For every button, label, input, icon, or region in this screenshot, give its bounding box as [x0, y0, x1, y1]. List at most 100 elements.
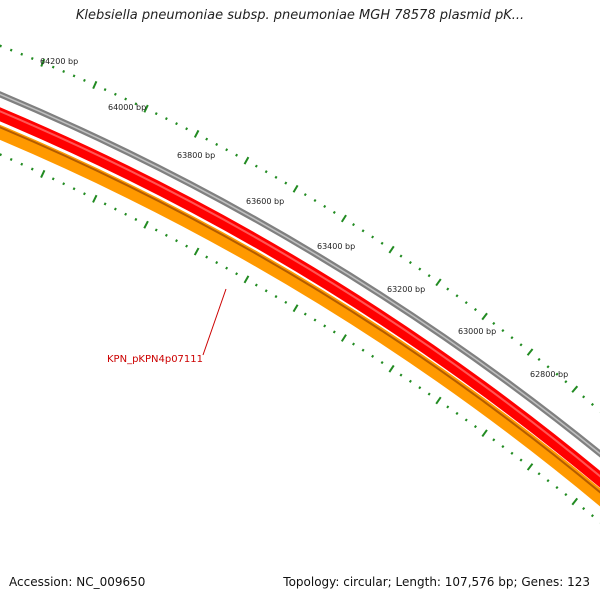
inner-tick-minor	[427, 392, 431, 396]
outer-tick-minor	[154, 112, 158, 116]
inner-tick-minor	[501, 445, 505, 449]
inner-tick-minor	[352, 342, 356, 346]
inner-tick-minor	[264, 289, 268, 293]
inner-tick-major	[193, 247, 200, 256]
inner-tick-minor	[555, 486, 559, 490]
outer-tick-major	[526, 348, 534, 356]
inner-tick-major	[481, 429, 488, 438]
backbone-highlight	[0, 93, 600, 455]
outer-tick-minor	[408, 260, 412, 265]
outer-tick-minor	[380, 241, 384, 245]
inner-tick-major	[143, 220, 149, 229]
inner-tick-minor	[175, 239, 178, 243]
outer-tick-minor	[175, 122, 178, 126]
outer-tick-minor	[446, 287, 450, 291]
topology-summary: Topology: circular; Length: 107,576 bp; …	[283, 575, 590, 589]
inner-tick-minor	[20, 162, 24, 166]
inner-tick-marks	[0, 153, 600, 524]
inner-tick-minor	[590, 514, 594, 518]
outer-tick-minor	[20, 52, 24, 56]
outer-tick-minor	[371, 235, 375, 239]
inner-tick-minor	[564, 492, 568, 497]
inner-tick-minor	[274, 295, 278, 299]
outer-tick-minor	[274, 175, 278, 179]
outer-tick-minor	[103, 88, 107, 92]
inner-tick-major	[571, 497, 579, 506]
outer-tick-minor	[352, 223, 356, 227]
reverse-strand-feature[interactable]	[0, 124, 600, 514]
tick-label: 63200 bp	[387, 285, 425, 294]
outer-tick-minor	[399, 254, 403, 258]
outer-tick-minor	[284, 181, 288, 185]
inner-tick-minor	[225, 266, 229, 270]
inner-tick-major	[40, 169, 46, 178]
inner-tick-minor	[371, 354, 375, 358]
outer-tick-minor	[185, 127, 189, 131]
outer-tick-minor	[519, 343, 523, 347]
gene-label-leader	[202, 288, 227, 356]
outer-tick-major	[388, 245, 395, 254]
inner-tick-minor	[313, 318, 317, 322]
outer-tick-minor	[555, 372, 559, 376]
inner-tick-minor	[537, 472, 541, 476]
outer-tick-major	[481, 312, 488, 321]
tick-label: 63000 bp	[458, 327, 496, 336]
inner-tick-minor	[332, 330, 336, 334]
outer-tick-minor	[323, 204, 327, 208]
inner-tick-minor	[582, 507, 586, 511]
inner-tick-minor	[408, 379, 412, 383]
outer-tick-minor	[361, 229, 365, 233]
inner-tick-minor	[124, 212, 128, 216]
inner-tick-minor	[546, 479, 550, 483]
tick-label: 62800 bp	[530, 370, 568, 379]
outer-tick-minor	[51, 65, 55, 69]
outer-tick-major	[193, 129, 200, 138]
outer-tick-minor	[0, 44, 2, 48]
outer-tick-minor	[501, 328, 505, 333]
inner-tick-minor	[446, 405, 450, 409]
inner-tick-major	[526, 463, 534, 471]
forward-strand-feature[interactable]	[0, 106, 600, 496]
accession-text: Accession: NC_009650	[9, 575, 146, 589]
inner-tick-minor	[51, 177, 55, 181]
outer-tick-minor	[235, 153, 239, 157]
inner-tick-minor	[473, 425, 477, 429]
tick-labels: 64200 bp 64000 bp 63800 bp 63600 bp 63400 bp…	[40, 57, 568, 379]
forward-feature-highlight	[0, 110, 600, 478]
outer-tick-major	[143, 104, 149, 113]
outer-tick-major	[40, 58, 46, 67]
outer-tick-major	[340, 214, 347, 223]
tick-label: 64000 bp	[108, 103, 146, 112]
inner-tick-major	[243, 275, 250, 284]
inner-tick-minor	[185, 244, 189, 248]
outer-tick-marks	[0, 44, 600, 413]
tick-label: 64200 bp	[40, 57, 78, 66]
inner-tick-major	[388, 364, 395, 373]
inner-tick-minor	[303, 312, 307, 316]
tick-label: 63400 bp	[317, 242, 355, 251]
inner-tick-minor	[361, 348, 365, 352]
inner-tick-major	[292, 304, 299, 313]
outer-tick-minor	[590, 402, 594, 407]
outer-tick-minor	[205, 137, 209, 141]
inner-tick-minor	[113, 207, 117, 211]
inner-tick-minor	[492, 438, 496, 442]
outer-tick-minor	[455, 294, 459, 298]
outer-tick-minor	[546, 365, 550, 369]
inner-tick-minor	[235, 272, 239, 276]
outer-tick-minor	[510, 336, 514, 340]
inner-tick-minor	[205, 255, 209, 259]
inner-tick-minor	[380, 360, 384, 365]
inner-tick-minor	[215, 261, 219, 265]
inner-tick-minor	[154, 228, 158, 232]
inner-tick-minor	[418, 386, 422, 390]
outer-tick-minor	[62, 69, 66, 73]
inner-tick-minor	[323, 324, 327, 328]
gene-label[interactable]: KPN_pKPN4p07111	[107, 354, 203, 365]
inner-tick-minor	[455, 411, 459, 416]
inner-tick-major	[435, 396, 442, 405]
outer-tick-minor	[254, 164, 258, 168]
inner-tick-minor	[0, 153, 3, 157]
outer-tick-minor	[313, 198, 317, 203]
inner-tick-minor	[62, 182, 66, 186]
